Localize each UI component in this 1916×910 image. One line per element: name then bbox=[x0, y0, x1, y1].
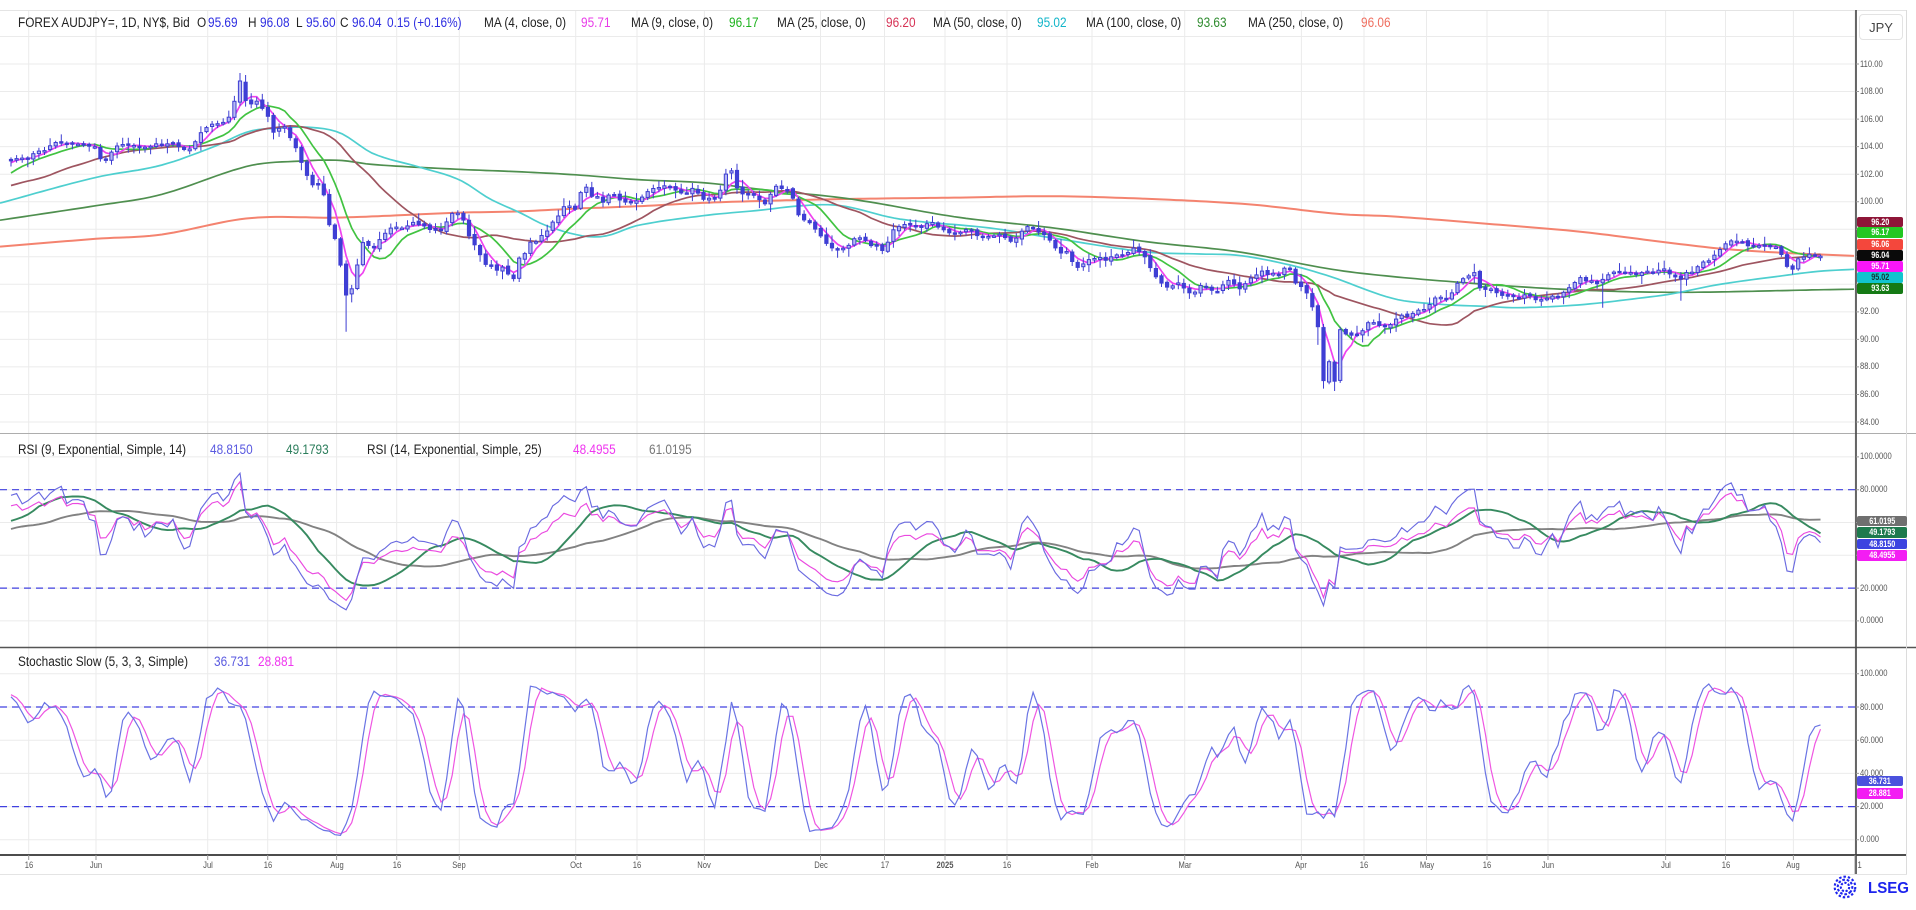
svg-text:LSEG: LSEG bbox=[1868, 880, 1909, 897]
